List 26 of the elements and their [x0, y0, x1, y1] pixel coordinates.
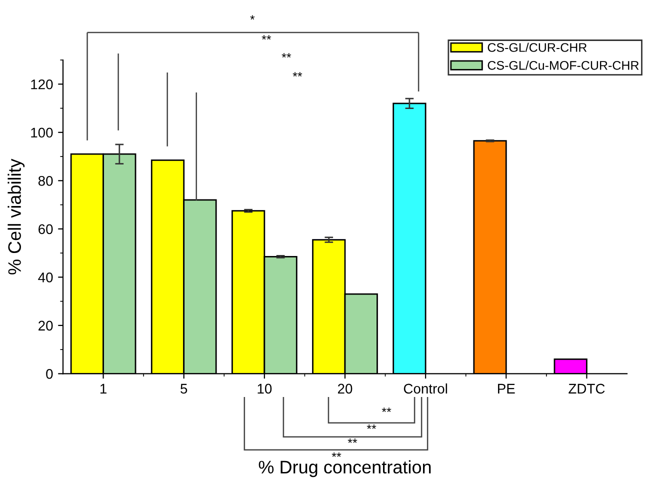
y-tick-label: 100 — [31, 128, 53, 138]
legend-label: CS-GL/Cu-MOF-CUR-CHR — [488, 60, 639, 70]
legend-label: CS-GL/CUR-CHR — [488, 42, 587, 52]
x-tick-label: PE — [498, 384, 515, 394]
y-tick-label: 60 — [38, 224, 53, 234]
x-tick-label: ZDTC — [568, 384, 605, 394]
x-axis-title: % Drug concentration — [258, 460, 431, 478]
text: ** — [348, 438, 358, 443]
y-axis-title: % Cell viability — [8, 158, 25, 274]
text: ** — [382, 408, 392, 412]
text: * — [250, 15, 255, 20]
y-tick-label: 0 — [46, 369, 53, 379]
y-tick-label: 80 — [38, 176, 53, 186]
text: ** — [282, 53, 292, 58]
text: ** — [332, 452, 342, 457]
annotation: ** — [292, 72, 302, 77]
y-tick-label: 120 — [31, 79, 53, 90]
y-tick-label: 40 — [38, 272, 53, 282]
x-tick-label: 20 — [338, 384, 352, 394]
y-tick-label: 20 — [38, 320, 53, 331]
x-tick-label: 10 — [258, 384, 272, 394]
text: ** — [262, 35, 272, 40]
x-tick-label: Control — [404, 383, 448, 394]
x-tick-label: 5 — [180, 384, 188, 394]
text: ** — [366, 424, 376, 429]
x-tick-label: 1 — [100, 384, 106, 394]
